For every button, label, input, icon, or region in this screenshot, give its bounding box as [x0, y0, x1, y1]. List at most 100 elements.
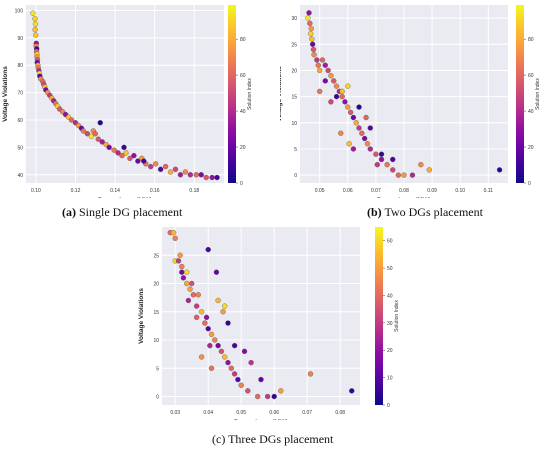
chart-c-x-tick-label: 0.08: [335, 410, 345, 416]
chart-a-colorbar-tick-label: 80: [240, 37, 246, 43]
chart-a-colorbar: [228, 5, 236, 183]
chart-b-scatter-point: [325, 67, 331, 74]
chart-a-scatter-point: [127, 155, 133, 162]
chart-a-colorbar-tick-label: 40: [240, 109, 246, 115]
chart-c-y-tick-label: 10: [153, 338, 159, 344]
chart-c-scatter-point: [307, 371, 314, 377]
chart-c-y-tick-label: 25: [153, 253, 159, 259]
chart-c-scatter-point: [264, 393, 271, 400]
chart-a-scatter-point: [193, 172, 199, 178]
chart-b-svg: 0.05 0.06 0.07 0.08 0.09 0.10 0.11 0 5 10 15 20 25 30…: [276, 5, 541, 204]
chart-c-scatter-point: [245, 388, 251, 394]
chart-a-scatter-point: [92, 131, 98, 137]
chart-b-scatter-point: [339, 93, 345, 100]
chart-b-x-tick-label: 0.08: [399, 188, 409, 194]
chart-b-scatter-point: [409, 172, 416, 178]
chart-b-scatter-point: [426, 167, 432, 173]
chart-b-scatter-point: [309, 41, 316, 47]
chart-b-scatter-point: [373, 151, 379, 157]
chart-a-scatter-point: [32, 16, 38, 22]
chart-b-colorbar-tick-label: 80: [528, 37, 534, 43]
chart-c-scatter-point: [241, 348, 248, 354]
chart-c-scatter-point: [175, 258, 182, 264]
chart-b-scatter-point: [328, 99, 334, 105]
chart-c-x-tick-label: 0.07: [302, 410, 312, 416]
chart-c-y-tick-label: 5: [156, 366, 159, 372]
chart-b-scatter-point: [356, 104, 362, 110]
chart-a-scatter-point: [214, 174, 220, 181]
chart-b-scatter-point: [345, 104, 351, 110]
chart-a-scatter-point: [99, 139, 105, 145]
chart-b-scatter-point: [347, 109, 354, 115]
chart-c-scatter-point: [231, 342, 238, 349]
chart-b-scatter-point: [315, 62, 321, 68]
caption-b-label: (b): [367, 205, 382, 219]
chart-b-scatter-point: [401, 172, 407, 178]
chart-b-scatter-point: [319, 57, 326, 63]
caption-a: (a) Single DG placement: [62, 205, 182, 220]
chart-c-scatter-point: [212, 337, 218, 343]
chart-c-scatter-point: [225, 359, 231, 366]
chart-b-scatter-point: [338, 130, 344, 136]
chart-c-scatter-point: [187, 286, 193, 292]
chart-panel-b: 0.05 0.06 0.07 0.08 0.09 0.10 0.11 0 5 10 15 20 25 30…: [276, 0, 550, 204]
chart-b-x-tick-label: 0.05: [315, 188, 325, 194]
chart-c-scatter-point: [215, 297, 221, 304]
chart-a-scatter-point: [203, 174, 209, 181]
chart-c-scatter-point: [215, 342, 221, 349]
chart-b-scatter-point: [367, 125, 373, 131]
chart-a-y-tick-label: 90: [17, 36, 23, 42]
chart-b-scatter-point: [331, 78, 337, 84]
chart-b-scatter-point: [350, 146, 357, 152]
chart-b-scatter-point: [308, 31, 314, 37]
chart-c-scatter-point: [235, 376, 241, 383]
chart-a-scatter-point: [121, 144, 127, 151]
chart-b-y-tick-label: 0: [294, 173, 297, 179]
chart-c-scatter-point: [213, 269, 220, 275]
chart-b-scatter-point: [305, 15, 311, 21]
chart-c-scatter-point: [198, 354, 205, 360]
caption-b: (b) Two DGs placement: [367, 205, 483, 220]
chart-c-scatter-point: [179, 263, 185, 270]
chart-b-scatter-point: [309, 36, 315, 42]
chart-a-scatter-point: [167, 169, 174, 175]
chart-c-y-tick-label: 20: [153, 282, 159, 288]
chart-b-scatter-point: [390, 156, 396, 163]
chart-c-scatter-point: [202, 320, 208, 326]
chart-b-x-axis-label: Power Loss (MW): [377, 197, 431, 198]
chart-a-scatter-point: [32, 21, 39, 27]
chart-c-colorbar-tick-label: 0: [387, 403, 390, 409]
chart-c-scatter-point: [205, 246, 211, 253]
chart-a-scatter-point: [30, 10, 36, 16]
chart-a-y-tick-label: 60: [17, 118, 23, 124]
chart-a-x-tick-label: 0.14: [110, 188, 120, 194]
chart-a-scatter-point: [141, 158, 147, 164]
chart-c-colorbar-label: Solution Index: [394, 300, 400, 332]
chart-b-y-tick-label: 15: [291, 95, 297, 101]
chart-c-scatter-point: [208, 331, 215, 338]
chart-b-scatter-point: [333, 93, 340, 100]
chart-b-colorbar-label: Solution Index: [535, 78, 541, 110]
chart-b-scatter-point: [390, 167, 396, 173]
chart-b-scatter-point: [306, 10, 312, 16]
chart-b-colorbar-tick-label: 60: [528, 73, 534, 79]
chart-b-y-tick-label: 5: [294, 147, 297, 153]
chart-c-scatter-point: [222, 303, 228, 309]
chart-c-colorbar-tick-label: 20: [387, 348, 393, 354]
chart-c-scatter-point: [189, 280, 195, 287]
chart-b-scatter-point: [353, 120, 359, 126]
chart-a-x-tick-label: 0.18: [189, 188, 199, 194]
chart-b-y-tick-label: 30: [291, 16, 297, 22]
chart-b-scatter-point: [356, 125, 362, 131]
chart-b-scatter-point: [307, 20, 313, 26]
chart-b-scatter-point: [359, 130, 365, 136]
chart-a-scatter-point: [106, 144, 112, 151]
chart-a-scatter-point: [95, 136, 101, 142]
caption-c: (c) Three DGs placement: [212, 432, 333, 447]
chart-c-x-tick-label: 0.06: [269, 410, 279, 416]
chart-c-scatter-point: [238, 382, 244, 388]
chart-c-scatter-point: [170, 229, 177, 236]
chart-a-colorbar-tick-label: 20: [240, 145, 246, 151]
chart-a-scatter-point: [80, 128, 87, 134]
chart-panel-c: 0.03 0.04 0.05 0.06 0.07 0.08 0 5 10 15 20 25 Power …: [138, 222, 410, 426]
